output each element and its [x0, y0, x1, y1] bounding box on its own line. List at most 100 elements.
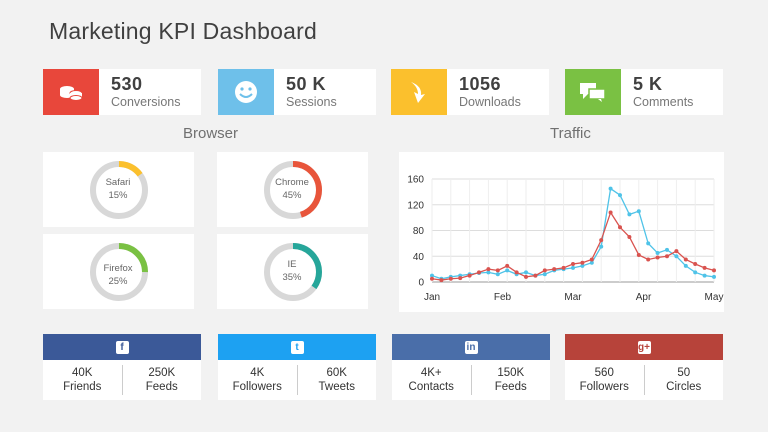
series-point-1: [439, 278, 444, 283]
social-card-google-plus[interactable]: g+ 560 Followers 50 Circles: [565, 334, 723, 400]
series-point-0: [646, 241, 651, 246]
social-stat: 560 Followers: [579, 367, 629, 393]
series-point-1: [561, 265, 566, 270]
facebook-icon: f: [115, 340, 129, 354]
firefox-label: Firefox: [103, 263, 133, 274]
linkedin-header: in: [392, 334, 550, 360]
traffic-chart-card: 0 40 80 120 160 Jan Feb Mar Apr May: [399, 152, 724, 312]
ie-arc: [264, 243, 322, 301]
social-card-twitter[interactable]: t 4K Followers 60K Tweets: [218, 334, 376, 400]
series-point-1: [674, 249, 679, 254]
y-tick-label: 160: [407, 175, 424, 186]
divider: [121, 365, 123, 395]
kpi-card-sessions[interactable]: 50 K Sessions: [218, 69, 376, 115]
twitter-header: t: [218, 334, 376, 360]
series-point-1: [599, 238, 604, 243]
social-card-facebook[interactable]: f 40K Friends 250K Feeds: [43, 334, 201, 400]
firefox-arc: [90, 243, 148, 301]
y-tick-label: 0: [418, 278, 424, 289]
series-point-0: [655, 251, 660, 256]
chrome-percent: 45%: [282, 190, 302, 201]
browser-card-firefox: Firefox 25%: [43, 234, 194, 309]
ie-percent: 35%: [282, 272, 302, 283]
series-point-1: [477, 270, 481, 275]
series-point-1: [608, 210, 613, 215]
coins-icon: [43, 69, 99, 115]
kpi-label: Comments: [633, 95, 694, 110]
kpi-card-conversions[interactable]: 530 Conversions: [43, 69, 201, 115]
chrome-donut: [264, 161, 322, 219]
kpi-card-downloads[interactable]: 1056 Downloads: [391, 69, 549, 115]
social-stat: 250K Feeds: [145, 367, 178, 393]
firefox-donut: [90, 243, 148, 301]
series-point-0: [627, 212, 632, 217]
social-stat: 60K Tweets: [318, 367, 355, 393]
y-tick-label: 40: [413, 252, 425, 263]
kpi-value: 5 K: [633, 74, 663, 95]
social-stat: 4K+ Contacts: [408, 367, 454, 393]
safari-label: Safari: [105, 177, 131, 188]
series-point-1: [467, 273, 472, 278]
series-point-1: [542, 268, 547, 273]
series-point-0: [665, 247, 669, 252]
series-point-1: [486, 267, 491, 272]
series-point-1: [693, 261, 698, 266]
twitter-icon: t: [290, 340, 304, 354]
firefox-percent: 25%: [108, 276, 128, 287]
series-point-1: [552, 267, 557, 272]
x-tick-label: Feb: [494, 292, 512, 303]
series-point-1: [646, 257, 651, 262]
social-card-linkedin[interactable]: in 4K+ Contacts 150K Feeds: [392, 334, 550, 400]
series-point-1: [514, 270, 519, 275]
series-point-1: [580, 260, 585, 265]
series-point-1: [655, 255, 660, 260]
series-point-1: [589, 257, 594, 262]
y-tick-label: 120: [407, 200, 424, 211]
series-point-1: [683, 257, 688, 262]
x-tick-label: Mar: [564, 292, 582, 303]
traffic-title: Traffic: [550, 125, 591, 142]
x-tick-label: Jan: [424, 292, 440, 303]
series-point-0: [608, 186, 613, 191]
series-point-1: [533, 273, 538, 278]
divider: [296, 365, 298, 395]
kpi-label: Conversions: [111, 95, 181, 110]
series-point-0: [674, 254, 679, 259]
chrome-label: Chrome: [275, 177, 309, 188]
series-point-1: [458, 276, 463, 281]
browser-title: Browser: [183, 125, 239, 142]
ie-label: IE: [287, 259, 297, 270]
kpi-value: 1056: [459, 74, 502, 95]
ie-donut: [264, 243, 322, 301]
browser-card-chrome: Chrome 45%: [217, 152, 368, 227]
series-point-0: [542, 272, 547, 277]
series-point-1: [665, 254, 669, 259]
kpi-value: 530: [111, 74, 143, 95]
divider: [470, 365, 472, 395]
series-point-1: [627, 234, 632, 239]
series-point-0: [636, 209, 641, 214]
safari-arc: [90, 161, 148, 219]
chat-bubbles-icon: [565, 69, 621, 115]
safari-donut: [90, 161, 148, 219]
series-point-0: [599, 244, 604, 249]
kpi-label: Sessions: [286, 95, 337, 110]
series-point-1: [495, 268, 500, 273]
series-point-1: [448, 276, 453, 281]
series-line-1: [431, 210, 715, 281]
series-point-1: [712, 268, 716, 273]
series-point-1: [702, 265, 707, 270]
social-stat: 150K Feeds: [494, 367, 527, 393]
download-arrow-icon: [391, 69, 447, 115]
x-tick-label: Apr: [636, 292, 652, 303]
social-stat: 4K Followers: [232, 367, 282, 393]
series-point-0: [580, 263, 585, 268]
smiley-icon: [218, 69, 274, 115]
kpi-label: Downloads: [459, 95, 521, 110]
series-point-0: [693, 270, 698, 275]
kpi-card-comments[interactable]: 5 K Comments: [565, 69, 723, 115]
series-point-1: [571, 261, 575, 266]
chrome-arc: [264, 161, 322, 219]
kpi-value: 50 K: [286, 74, 327, 95]
series-point-1: [524, 274, 528, 279]
